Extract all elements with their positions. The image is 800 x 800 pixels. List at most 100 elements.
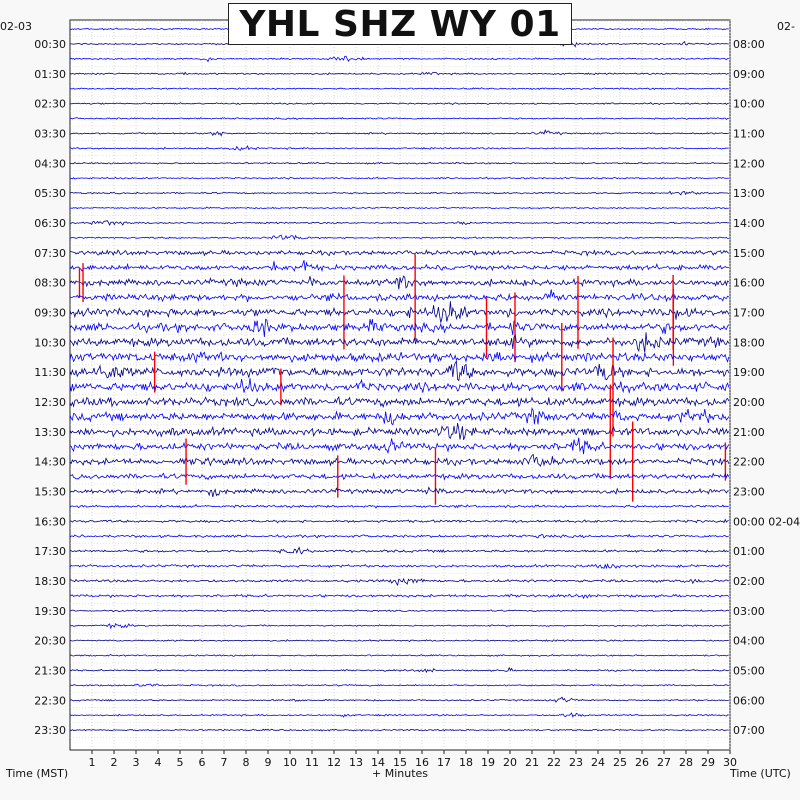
x-tick-label: 30 [723, 756, 737, 769]
trace-row [69, 395, 730, 409]
y-right-label: 12:00 [733, 157, 765, 170]
trace-row [69, 472, 730, 481]
y-left-label: 23:30 [34, 724, 66, 737]
y-right-label: 07:00 [733, 724, 765, 737]
trace-row [69, 654, 729, 657]
trace-row [69, 593, 730, 600]
y-right-label: 05:00 [733, 664, 765, 677]
x-tick-label: 22 [547, 756, 561, 769]
x-tick-label: 14 [371, 756, 385, 769]
y-left-label: 20:30 [34, 635, 66, 648]
y-left-label: 10:30 [34, 336, 66, 349]
y-left-label: 19:30 [34, 605, 66, 618]
x-tick-label: 25 [613, 756, 627, 769]
x-tick-label: 18 [459, 756, 473, 769]
x-tick-label: 7 [221, 756, 228, 769]
trace-row [69, 683, 729, 687]
y-left-label: 13:30 [34, 426, 66, 439]
trace-row [69, 55, 729, 63]
y-right-label: 10:00 [733, 98, 765, 111]
y-right-label: 08:00 [733, 38, 765, 51]
y-axis-right-caption: Time (UTC) [730, 767, 791, 780]
x-tick-label: 2 [111, 756, 118, 769]
x-tick-label: 5 [177, 756, 184, 769]
y-right-label: 17:00 [733, 306, 765, 319]
x-tick-label: 10 [283, 756, 297, 769]
y-axis-left-caption: Time (MST) [6, 767, 69, 780]
x-tick-label: 29 [701, 756, 715, 769]
y-left-label: 14:30 [34, 456, 66, 469]
trace-row [69, 249, 730, 257]
trace-row [69, 71, 729, 76]
y-right-label: 04:00 [733, 635, 765, 648]
trace-row [69, 351, 730, 364]
chart-title: YHL SHZ WY 01 [239, 3, 561, 45]
trace-row [69, 639, 729, 643]
y-left-label: 09:30 [34, 306, 66, 319]
trace-row [69, 437, 730, 455]
x-tick-label: 28 [679, 756, 693, 769]
x-tick-label: 27 [657, 756, 671, 769]
trace-row [69, 176, 729, 180]
y-left-label: 04:30 [34, 157, 66, 170]
chart-title-box: YHL SHZ WY 01 [228, 3, 572, 45]
start-date-label: 02-03 [0, 20, 32, 33]
y-left-label: 21:30 [34, 664, 66, 677]
y-left-label: 00:30 [34, 38, 66, 51]
trace-row [69, 563, 729, 570]
trace-row [69, 609, 730, 613]
trace-row [69, 453, 730, 468]
y-right-label: 16:00 [733, 277, 765, 290]
x-tick-label: 15 [393, 756, 407, 769]
y-left-label: 15:30 [34, 485, 66, 498]
x-tick-label: 17 [437, 756, 451, 769]
y-right-label: 01:00 [733, 545, 765, 558]
x-tick-label: 23 [569, 756, 583, 769]
trace-row [69, 87, 729, 91]
x-tick-label: 9 [265, 756, 272, 769]
y-left-label: 22:30 [34, 694, 66, 707]
y-right-label: 02:00 [733, 575, 765, 588]
x-tick-label: 26 [635, 756, 649, 769]
y-right-label: 20:00 [733, 396, 765, 409]
trace-row [69, 145, 729, 151]
trace-row [69, 301, 730, 323]
y-left-label: 12:30 [34, 396, 66, 409]
y-left-label: 17:30 [34, 545, 66, 558]
y-left-label: 11:30 [34, 366, 66, 379]
y-right-label: 18:00 [733, 336, 765, 349]
trace-row [69, 407, 730, 426]
y-left-label: 06:30 [34, 217, 66, 230]
x-tick-label: 21 [525, 756, 539, 769]
trace-row [69, 190, 730, 196]
trace-row [69, 289, 730, 303]
y-left-label: 08:30 [34, 277, 66, 290]
trace-row [69, 666, 729, 674]
trace-row [69, 533, 729, 539]
y-right-label: 15:00 [733, 247, 765, 260]
y-right-label: 23:00 [733, 485, 765, 498]
y-right-label: 11:00 [733, 127, 765, 140]
y-right-label: 22:00 [733, 456, 765, 469]
trace-row [69, 518, 729, 524]
x-axis-caption: + Minutes [372, 767, 429, 780]
trace-row [69, 712, 729, 718]
x-tick-label: 13 [349, 756, 363, 769]
trace-row [69, 219, 729, 226]
trace-row [69, 260, 729, 273]
trace-row [69, 359, 730, 382]
y-left-label: 01:30 [34, 68, 66, 81]
y-left-label: 03:30 [34, 127, 66, 140]
y-right-label: 03:00 [733, 605, 765, 618]
x-tick-label: 11 [305, 756, 319, 769]
utc-date-label: 02- [777, 20, 795, 33]
x-tick-label: 3 [133, 756, 140, 769]
trace-row [69, 423, 730, 441]
trace-row [69, 161, 729, 165]
y-left-label: 16:30 [34, 515, 66, 528]
y-right-label: 13:00 [733, 187, 765, 200]
y-left-label: 05:30 [34, 187, 66, 200]
y-left-label: 02:30 [34, 98, 66, 111]
y-right-label: 14:00 [733, 217, 765, 230]
